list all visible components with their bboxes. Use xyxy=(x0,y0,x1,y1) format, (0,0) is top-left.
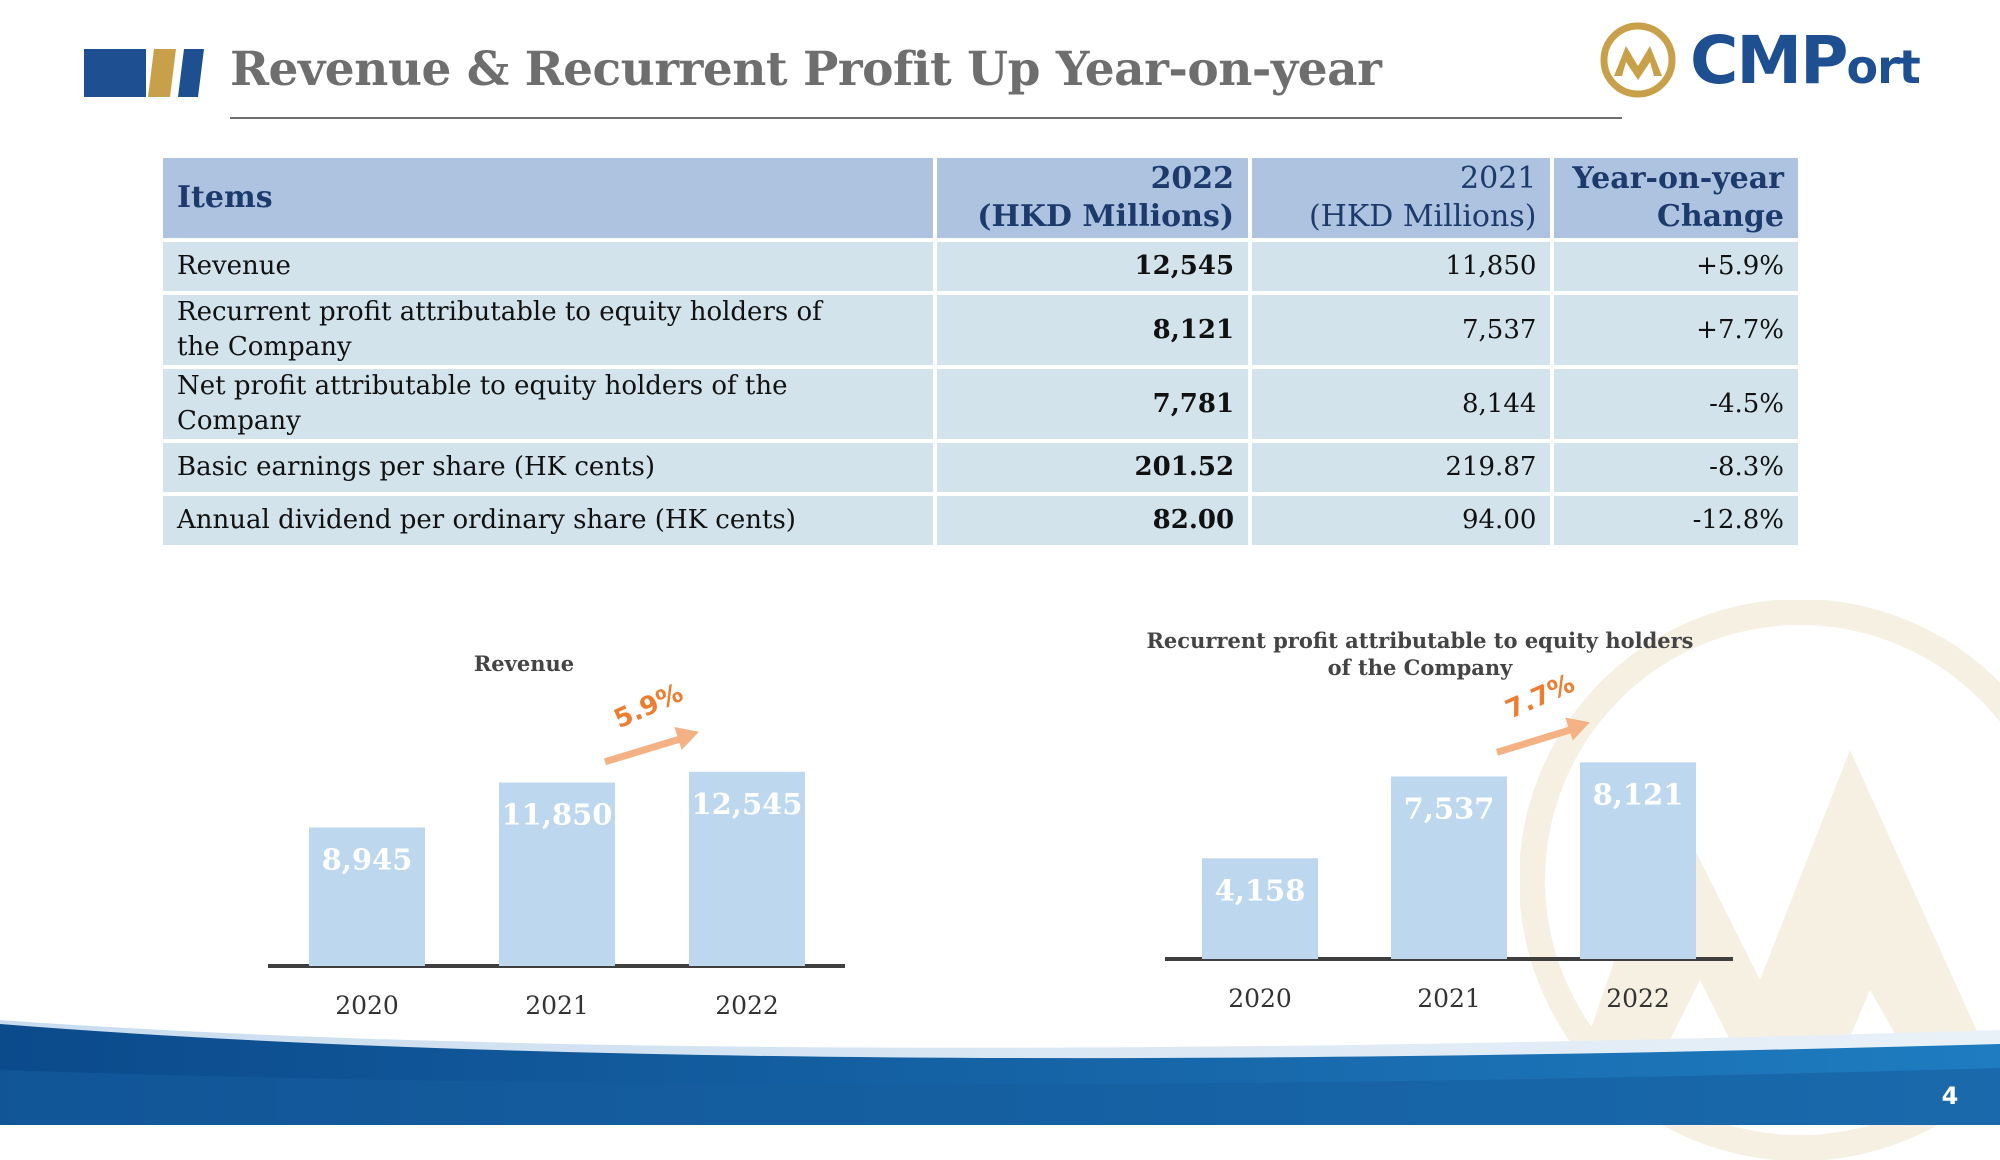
value-2022: 201.52 xyxy=(936,443,1249,492)
growth-arrow-head xyxy=(674,727,699,750)
bar xyxy=(1580,762,1696,959)
data-label: 8,945 xyxy=(322,843,413,877)
table-row: Revenue 12,545 11,850 +5.9% xyxy=(163,242,1798,291)
financial-summary-table: Items 2022 (HKD Millions) 2021 (HKD Millio… xyxy=(159,154,1802,549)
value-change: -12.8% xyxy=(1554,496,1798,545)
x-tick-label: 2020 xyxy=(335,991,399,1020)
bar xyxy=(1391,776,1507,959)
value-2021: 94.00 xyxy=(1252,496,1551,545)
value-2021: 219.87 xyxy=(1252,443,1551,492)
data-label: 7,537 xyxy=(1404,791,1495,825)
data-label: 8,121 xyxy=(1593,777,1684,811)
x-tick-label: 2021 xyxy=(525,991,589,1020)
growth-arrow-head xyxy=(1565,717,1590,741)
table-row: Net profit attributable to equity holder… xyxy=(163,369,1798,439)
page-title: Revenue & Recurrent Profit Up Year-on-ye… xyxy=(230,42,1382,97)
column-header-yoy-change: Year-on-year Change xyxy=(1554,158,1798,238)
table-row: Recurrent profit attributable to equity … xyxy=(163,295,1798,365)
growth-label: 7.7% xyxy=(1501,669,1579,726)
value-2021: 7,537 xyxy=(1252,295,1551,365)
bar xyxy=(309,827,425,966)
column-header-2022: 2022 (HKD Millions) xyxy=(936,158,1249,238)
growth-arrow-line xyxy=(603,732,693,766)
value-2022: 7,781 xyxy=(936,369,1249,439)
value-2022: 82.00 xyxy=(936,496,1249,545)
x-tick-label: 2022 xyxy=(1606,984,1670,1013)
value-2021: 11,850 xyxy=(1252,242,1551,291)
table-row: Annual dividend per ordinary share (HK c… xyxy=(163,496,1798,545)
bar xyxy=(499,782,615,966)
x-tick-label: 2022 xyxy=(715,991,779,1020)
footer-wave-band xyxy=(0,1020,2000,1125)
value-change: -4.5% xyxy=(1554,369,1798,439)
value-change: +7.7% xyxy=(1554,295,1798,365)
value-change: +5.9% xyxy=(1554,242,1798,291)
page-number: 4 xyxy=(1941,1082,1959,1110)
bar xyxy=(1202,858,1318,959)
table-header-row: Items 2022 (HKD Millions) 2021 (HKD Millio… xyxy=(163,158,1798,238)
value-2022: 8,121 xyxy=(936,295,1249,365)
x-tick-label: 2020 xyxy=(1228,984,1292,1013)
value-2021: 8,144 xyxy=(1252,369,1551,439)
row-label: Recurrent profit attributable to equity … xyxy=(163,295,933,365)
logo-wordmark: CMPort xyxy=(1690,22,1921,99)
row-label: Annual dividend per ordinary share (HK c… xyxy=(163,496,933,545)
x-tick-label: 2021 xyxy=(1417,984,1481,1013)
company-logo: CMPort xyxy=(1598,20,1960,100)
growth-arrow-line xyxy=(1495,722,1584,756)
column-header-2021: 2021 (HKD Millions) xyxy=(1252,158,1551,238)
bar xyxy=(689,771,805,966)
data-label: 12,545 xyxy=(692,787,803,821)
value-2022: 12,545 xyxy=(936,242,1249,291)
row-label: Revenue xyxy=(163,242,933,291)
column-header-items: Items xyxy=(163,158,933,238)
title-divider xyxy=(230,117,1622,119)
recurrent-profit-chart-title: Recurrent profit attributable to equity … xyxy=(1146,628,1694,680)
title-stripes-icon xyxy=(84,49,204,97)
data-label: 11,850 xyxy=(502,798,613,832)
recurrent-profit-bar-chart: 4,158 2020 7,537 2021 8,121 2022 7.7% xyxy=(1165,669,1733,1013)
row-label: Basic earnings per share (HK cents) xyxy=(163,443,933,492)
data-label: 4,158 xyxy=(1215,873,1306,907)
revenue-chart-title: Revenue xyxy=(473,651,575,676)
cmport-emblem-icon xyxy=(1600,22,1676,98)
table-row: Basic earnings per share (HK cents) 201.… xyxy=(163,443,1798,492)
row-label: Net profit attributable to equity holder… xyxy=(163,369,933,439)
value-change: -8.3% xyxy=(1554,443,1798,492)
